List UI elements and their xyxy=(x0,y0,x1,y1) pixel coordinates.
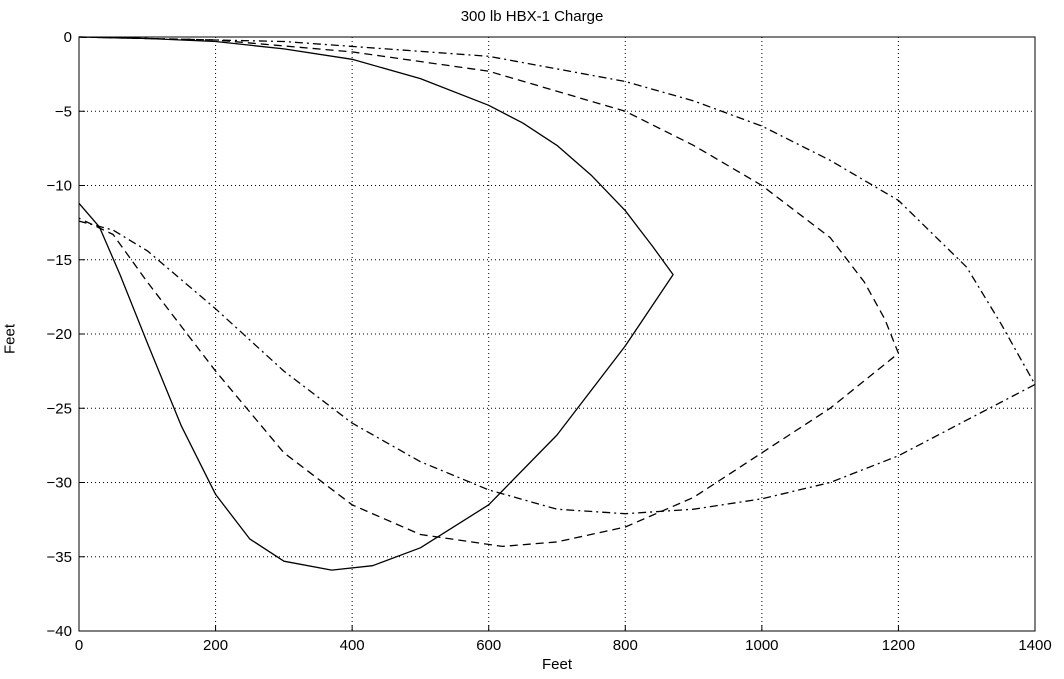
series-line-solid xyxy=(78,36,674,571)
grid-lines xyxy=(79,37,1035,631)
series-line-dashdot xyxy=(78,36,1036,515)
x-tick-label: 800 xyxy=(613,637,638,654)
x-tick-label: 1200 xyxy=(882,637,915,654)
y-tick-label: −5 xyxy=(55,103,72,120)
x-tick-label: 1400 xyxy=(1018,637,1051,654)
y-tick-label: −40 xyxy=(47,623,72,640)
y-tick-label: −15 xyxy=(47,252,72,269)
x-tick-label: 200 xyxy=(203,637,228,654)
x-tick-label: 400 xyxy=(340,637,365,654)
series-line-dashed xyxy=(78,36,900,548)
x-axis-label: Feet xyxy=(541,656,572,673)
y-axis-label: Feet xyxy=(1,323,19,355)
y-tick-label: −30 xyxy=(47,475,72,492)
x-tick-label: 1000 xyxy=(745,637,778,654)
y-tick-label: −25 xyxy=(47,400,72,417)
y-tick-label: −10 xyxy=(47,178,72,195)
x-tick-label: 600 xyxy=(476,637,501,654)
axis-ticks: 0 200 400 600 800 1000 1200 1400 0 −5 −10 −15 −20 −25… xyxy=(47,29,1052,654)
y-tick-label: 0 xyxy=(64,29,72,46)
y-tick-label: −20 xyxy=(47,326,72,343)
x-tick-label: 0 xyxy=(75,637,83,654)
y-tick-label: −35 xyxy=(47,549,72,566)
series-lines xyxy=(78,36,1036,571)
chart-title: 300 lb HBX-1 Charge xyxy=(460,8,604,25)
